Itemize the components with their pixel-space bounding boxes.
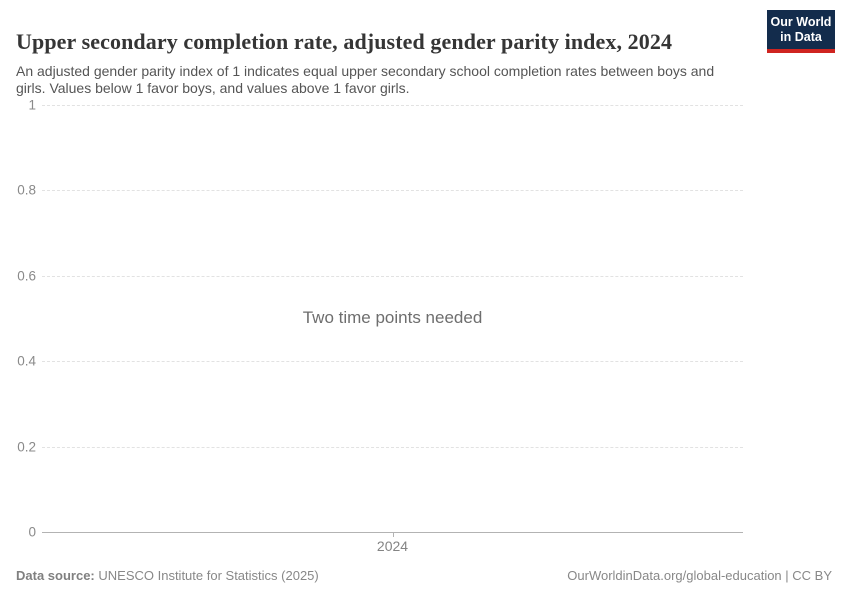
x-tick-label: 2024 bbox=[376, 538, 409, 554]
y-axis-labels: 1 0.8 0.6 0.4 0.2 0 bbox=[0, 98, 36, 540]
gridline bbox=[42, 361, 743, 363]
owid-logo-line1: Our World bbox=[770, 15, 832, 29]
y-tick-label: 1 bbox=[28, 97, 36, 113]
y-tick-label: 0 bbox=[28, 524, 36, 540]
data-source-label: Data source: bbox=[16, 568, 95, 583]
chart-footer: Data source: UNESCO Institute for Statis… bbox=[16, 568, 832, 583]
y-tick-label: 0.4 bbox=[17, 353, 36, 369]
x-axis-tick-mark bbox=[392, 532, 394, 537]
y-tick-label: 0.6 bbox=[17, 268, 36, 284]
data-source-value: UNESCO Institute for Statistics (2025) bbox=[98, 568, 319, 583]
plot-area: Two time points needed 2024 bbox=[42, 105, 743, 554]
x-axis-line bbox=[42, 532, 743, 533]
gridline bbox=[42, 446, 743, 448]
y-tick-label: 0.8 bbox=[17, 182, 36, 198]
credit-link[interactable]: OurWorldinData.org/global-education | CC… bbox=[567, 568, 832, 583]
chart-title: Upper secondary completion rate, adjuste… bbox=[16, 28, 673, 54]
empty-state-message: Two time points needed bbox=[302, 308, 483, 327]
y-tick-label: 0.2 bbox=[17, 439, 36, 455]
gridline bbox=[42, 190, 743, 192]
owid-logo-line2: in Data bbox=[780, 30, 822, 44]
data-source: Data source: UNESCO Institute for Statis… bbox=[16, 568, 319, 583]
owid-logo[interactable]: Our World in Data bbox=[767, 10, 835, 53]
gridline bbox=[42, 275, 743, 277]
chart-subtitle: An adjusted gender parity index of 1 ind… bbox=[16, 63, 715, 96]
gridline bbox=[42, 105, 743, 106]
